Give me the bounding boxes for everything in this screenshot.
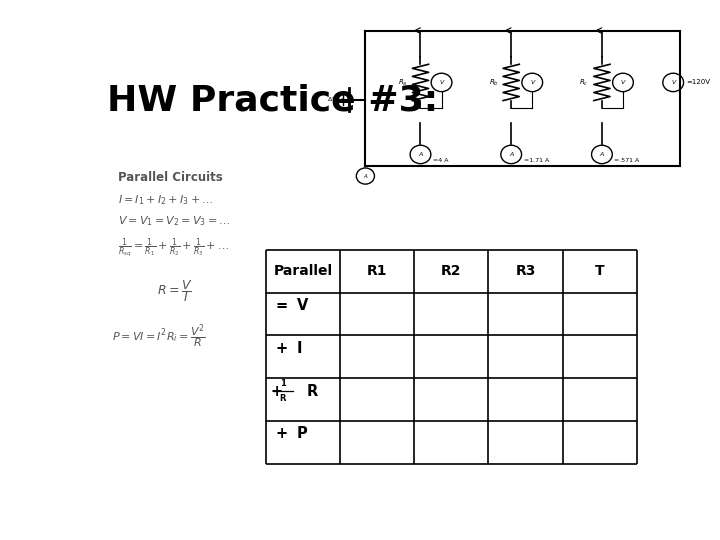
Text: P: P: [297, 427, 307, 442]
Text: $P = VI = I^2R_i = \dfrac{V^2}{R}$: $P = VI = I^2R_i = \dfrac{V^2}{R}$: [112, 323, 206, 351]
Text: T: T: [595, 264, 605, 278]
Text: A: A: [600, 152, 604, 157]
Text: =: =: [276, 298, 287, 313]
Text: V: V: [439, 80, 444, 85]
Text: I: I: [297, 341, 302, 356]
Text: =1.71 A: =1.71 A: [523, 158, 549, 163]
Text: $R_a$: $R_a$: [398, 77, 408, 87]
Text: $R_c$: $R_c$: [580, 77, 589, 87]
Text: $\frac{1}{R_{sq}} = \frac{1}{R_1} + \frac{1}{R_2} + \frac{1}{R_3} + \ldots$: $\frac{1}{R_{sq}} = \frac{1}{R_1} + \fra…: [118, 236, 229, 260]
Text: Parallel: Parallel: [274, 264, 333, 278]
Text: V: V: [530, 80, 534, 85]
Text: R: R: [307, 383, 318, 399]
Text: 1: 1: [280, 379, 286, 388]
Text: A: A: [364, 173, 367, 179]
Text: $V = V_1 = V_2 = V_3 = \ldots$: $V = V_1 = V_2 = V_3 = \ldots$: [118, 214, 230, 228]
Text: Parallel Circuits: Parallel Circuits: [118, 171, 222, 184]
Text: $R = \dfrac{V}{I}$: $R = \dfrac{V}{I}$: [157, 279, 192, 305]
Text: V: V: [297, 298, 308, 313]
Text: =120V: =120V: [686, 79, 710, 85]
Text: $I = I_1 + I_2 + I_3 + \ldots$: $I = I_1 + I_2 + I_3 + \ldots$: [118, 193, 213, 207]
Text: V: V: [621, 80, 625, 85]
Text: HW Practice #3:: HW Practice #3:: [107, 84, 438, 118]
Text: R1: R1: [367, 264, 387, 278]
Text: R: R: [279, 394, 286, 403]
Text: +: +: [276, 427, 287, 442]
Text: =4 A: =4 A: [433, 158, 449, 163]
Text: V: V: [671, 80, 675, 85]
Text: A: A: [509, 152, 513, 157]
Text: $\Delta V_{1,1}$: $\Delta V_{1,1}$: [327, 96, 344, 104]
Text: R2: R2: [441, 264, 462, 278]
Text: A: A: [418, 152, 423, 157]
Text: $R_b$: $R_b$: [488, 77, 498, 87]
Text: +: +: [276, 341, 287, 356]
Text: +: +: [271, 383, 283, 399]
Text: =.571 A: =.571 A: [614, 158, 639, 163]
Text: R3: R3: [516, 264, 536, 278]
